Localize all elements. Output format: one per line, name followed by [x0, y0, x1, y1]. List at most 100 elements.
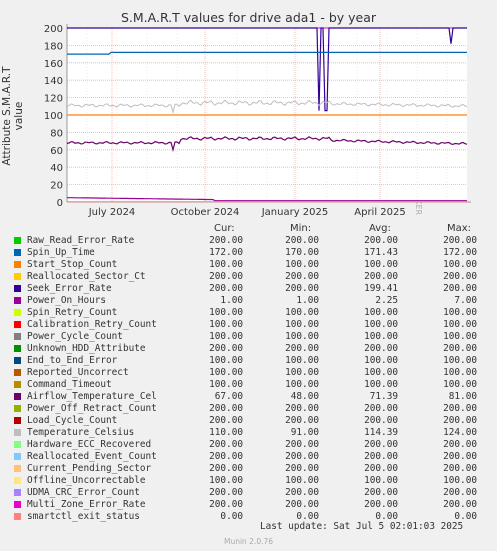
x-tick-label: April 2025: [354, 207, 405, 218]
legend-series-name: Reallocated_Event_Count: [27, 451, 157, 462]
legend-value-min: 1.00: [296, 295, 319, 306]
y-tick-label: 80: [50, 128, 63, 139]
legend-row: Command_Timeout 100.00 100.00 100.00 100.00: [0, 379, 497, 391]
legend-series-name: Airflow_Temperature_Cel: [27, 391, 157, 402]
legend-row: Offline_Uncorrectable 100.00 100.00 100.00 1…: [0, 475, 497, 487]
legend-swatch: [14, 489, 21, 496]
series-line-spin-up-time: [67, 51, 467, 55]
series-line-seek-error-rate: [67, 27, 467, 112]
legend-row: Spin_Retry_Count 100.00 100.00 100.00 100.00: [0, 307, 497, 319]
series-line-power-on-hours: [67, 197, 467, 202]
legend-row: Power_On_Hours 1.00 1.00 2.25 7.00: [0, 295, 497, 307]
header-avg: Avg:: [369, 223, 391, 234]
x-tick-label: October 2024: [171, 207, 240, 218]
legend-series-name: Start_Stop_Count: [27, 259, 118, 270]
legend-row: Load_Cycle_Count 200.00 200.00 200.00 200.00: [0, 415, 497, 427]
legend-series-name: Power_On_Hours: [27, 295, 107, 306]
legend-value-avg: 200.00: [364, 403, 398, 414]
legend-value-max: 200.00: [443, 235, 477, 246]
legend-value-min: 91.00: [290, 427, 319, 438]
legend-value-min: 100.00: [285, 259, 319, 270]
y-tick-label: 200: [44, 24, 63, 35]
legend-row: Calibration_Retry_Count 100.00 100.00 100.0…: [0, 319, 497, 331]
legend-swatch: [14, 369, 21, 376]
header-max: Max:: [447, 223, 472, 234]
legend-value-cur: 100.00: [209, 307, 243, 318]
legend-value-min: 100.00: [285, 379, 319, 390]
legend-value-max: 7.00: [454, 295, 477, 306]
legend-value-avg: 100.00: [364, 331, 398, 342]
legend-value-min: 200.00: [285, 343, 319, 354]
legend-value-avg: 200.00: [364, 451, 398, 462]
legend-value-min: 200.00: [285, 415, 319, 426]
legend-value-max: 200.00: [443, 283, 477, 294]
legend-value-min: 100.00: [285, 355, 319, 366]
legend-swatch: [14, 261, 21, 268]
y-tick-label: 100: [44, 111, 63, 122]
legend-value-cur: 200.00: [209, 451, 243, 462]
legend-value-min: 200.00: [285, 271, 319, 282]
legend-value-max: 124.00: [443, 427, 477, 438]
legend-value-avg: 0.00: [375, 511, 398, 522]
legend-value-min: 100.00: [285, 307, 319, 318]
legend-value-min: 200.00: [285, 487, 319, 498]
legend-value-cur: 100.00: [209, 355, 243, 366]
legend-value-min: 200.00: [285, 439, 319, 450]
x-tick-label: January 2025: [261, 207, 329, 218]
legend-row: Reallocated_Event_Count 200.00 200.00 200.0…: [0, 451, 497, 463]
header-min: Min:: [290, 223, 312, 234]
legend-value-avg: 200.00: [364, 439, 398, 450]
legend-row: UDMA_CRC_Error_Count 200.00 200.00 200.00 20…: [0, 487, 497, 499]
legend-value-avg: 100.00: [364, 367, 398, 378]
y-tick-label: 180: [44, 41, 63, 52]
legend-value-min: 200.00: [285, 403, 319, 414]
legend-series-name: Command_Timeout: [27, 379, 112, 390]
legend-series-name: End_to_End_Error: [27, 355, 118, 366]
legend-value-min: 100.00: [285, 367, 319, 378]
legend-series-name: smartctl_exit_status: [27, 511, 140, 522]
legend-swatch: [14, 285, 21, 292]
legend-series-name: Spin_Retry_Count: [27, 307, 118, 318]
legend-value-cur: 1.00: [220, 295, 243, 306]
legend-row: Reallocated_Sector_Ct 200.00 200.00 200.00 2…: [0, 271, 497, 283]
legend-value-cur: 110.00: [209, 427, 243, 438]
legend-value-min: 200.00: [285, 463, 319, 474]
legend-row: Spin_Up_Time 172.00 170.00 171.43 172.00: [0, 247, 497, 259]
legend-swatch: [14, 465, 21, 472]
legend-value-cur: 100.00: [209, 331, 243, 342]
series-line-airflow-temperature: [66, 136, 468, 153]
legend-row: Current_Pending_Sector 200.00 200.00 200.00…: [0, 463, 497, 475]
legend-value-cur: 200.00: [209, 415, 243, 426]
legend-value-avg: 199.41: [364, 283, 398, 294]
legend-value-cur: 100.00: [209, 475, 243, 486]
last-update: Last update: Sat Jul 5 02:01:03 2025: [260, 521, 464, 532]
legend-value-max: 200.00: [443, 343, 477, 354]
legend-swatch: [14, 321, 21, 328]
legend-series-name: Reported_Uncorrect: [27, 367, 129, 378]
legend-value-avg: 200.00: [364, 343, 398, 354]
legend-value-cur: 100.00: [209, 379, 243, 390]
legend-value-min: 100.00: [285, 475, 319, 486]
legend-series-name: Hardware_ECC_Recovered: [27, 439, 152, 450]
legend-value-avg: 100.00: [364, 475, 398, 486]
legend-value-max: 200.00: [443, 403, 477, 414]
legend-value-avg: 200.00: [364, 499, 398, 510]
legend-value-cur: 200.00: [209, 403, 243, 414]
legend-series-name: Raw_Read_Error_Rate: [27, 235, 135, 246]
legend-value-min: 200.00: [285, 235, 319, 246]
legend-value-max: 200.00: [443, 415, 477, 426]
legend-value-max: 200.00: [443, 463, 477, 474]
legend-value-max: 100.00: [443, 367, 477, 378]
y-tick-label: 60: [50, 146, 63, 157]
legend-value-max: 81.00: [448, 391, 477, 402]
legend-value-min: 0.00: [296, 511, 319, 522]
legend-swatch: [14, 513, 21, 520]
legend-value-avg: 200.00: [364, 487, 398, 498]
legend-swatch: [14, 417, 21, 424]
legend-value-cur: 200.00: [209, 439, 243, 450]
legend-value-avg: 200.00: [364, 271, 398, 282]
legend-value-max: 0.00: [454, 511, 477, 522]
legend-value-cur: 200.00: [209, 271, 243, 282]
legend-series-name: Multi_Zone_Error_Rate: [27, 499, 146, 510]
legend-swatch: [14, 381, 21, 388]
